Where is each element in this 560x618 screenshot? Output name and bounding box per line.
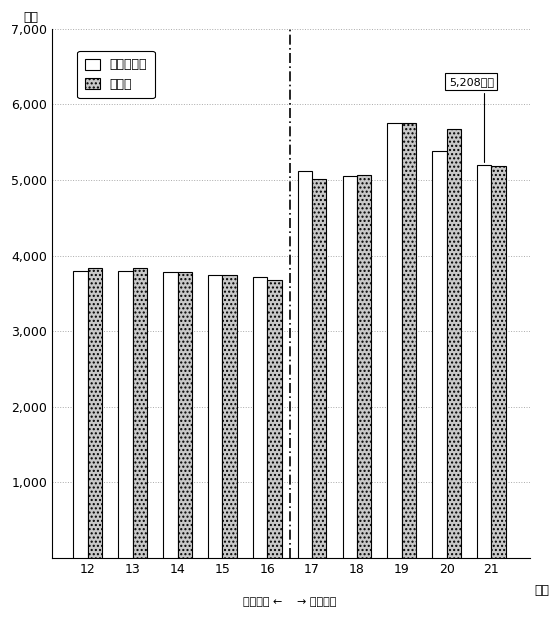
Bar	[253, 277, 267, 558]
Text: 旧浜松市 ←: 旧浜松市 ←	[244, 597, 283, 607]
Bar	[477, 165, 492, 558]
Bar	[133, 268, 147, 558]
Bar	[298, 171, 312, 558]
Text: 年度: 年度	[534, 585, 549, 598]
Bar	[343, 176, 357, 558]
Bar	[73, 271, 88, 558]
Bar	[163, 271, 178, 558]
Bar	[208, 275, 222, 558]
Text: → 新浜松市: → 新浜松市	[297, 597, 336, 607]
Bar	[357, 175, 371, 558]
Text: 5,208億円: 5,208億円	[449, 77, 494, 161]
Bar	[388, 124, 402, 558]
Text: 億円: 億円	[24, 11, 38, 23]
Legend: 当初予算額, 決算額: 当初予算額, 決算額	[77, 51, 155, 98]
Bar	[402, 122, 416, 558]
Bar	[267, 280, 282, 558]
Bar	[88, 268, 102, 558]
Bar	[432, 151, 446, 558]
Bar	[312, 179, 326, 558]
Bar	[178, 271, 192, 558]
Bar	[118, 271, 133, 558]
Bar	[492, 166, 506, 558]
Bar	[446, 129, 461, 558]
Bar	[222, 275, 237, 558]
